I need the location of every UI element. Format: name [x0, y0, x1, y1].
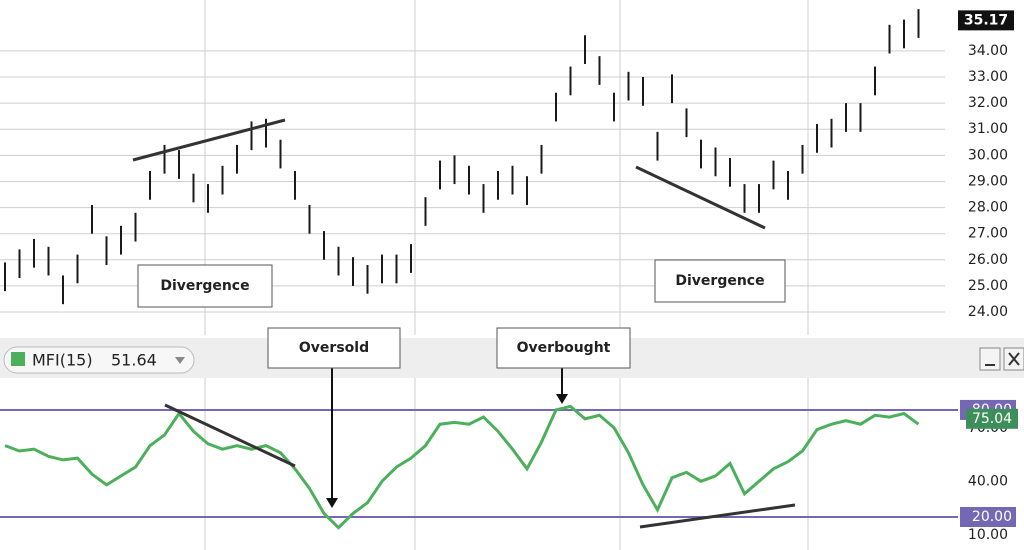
annotation: Divergence: [675, 273, 764, 289]
annotation-box: [267, 327, 401, 369]
series-swatch: [11, 352, 25, 366]
annotation: Overbought: [517, 340, 611, 356]
y-tick-label: 28.00: [968, 200, 1008, 216]
indicator-pill[interactable]: [3, 346, 195, 374]
y-tick-label: 26.00: [968, 252, 1008, 268]
y-tick-label: 33.00: [968, 69, 1008, 85]
dropdown-icon[interactable]: [175, 357, 185, 364]
last-price-label: 35.17: [964, 12, 1008, 28]
arrow-head: [326, 498, 338, 508]
arrow-head: [556, 394, 568, 404]
annotation: Divergence: [160, 278, 249, 294]
level-label: 20.00: [972, 509, 1012, 525]
y-tick-label: 34.00: [968, 43, 1008, 59]
indicator-name: MFI(15): [32, 351, 93, 370]
y-tick-label: 40.00: [968, 473, 1008, 489]
mfi-line: [4, 404, 920, 530]
y-tick-label: 30.00: [968, 147, 1008, 163]
y-tick-label: 24.00: [968, 304, 1008, 320]
y-tick-label: 32.00: [968, 95, 1008, 111]
trend-line: [639, 503, 796, 529]
close-icon: [1008, 352, 1020, 366]
y-tick-label: 27.00: [968, 226, 1008, 242]
annotation-box: [137, 264, 273, 308]
minimize-button[interactable]: [979, 347, 1001, 371]
last-price-box: [958, 10, 1014, 31]
y-tick-label: 25.00: [968, 278, 1008, 294]
level-label-box: [960, 506, 1016, 527]
trend-line: [635, 165, 766, 230]
annotation-box: [496, 327, 631, 369]
trend-line: [132, 118, 286, 162]
y-tick-label: 29.00: [968, 173, 1008, 189]
last-value-label: 75.04: [972, 411, 1012, 427]
annotation: Oversold: [299, 340, 369, 356]
y-tick-label: 31.00: [968, 121, 1008, 137]
annotation-box: [654, 259, 786, 303]
indicator-value: 51.64: [111, 351, 157, 370]
y-tick-label: 10.00: [968, 527, 1008, 543]
trend-line: [164, 403, 296, 468]
last-value-box: [966, 408, 1018, 429]
